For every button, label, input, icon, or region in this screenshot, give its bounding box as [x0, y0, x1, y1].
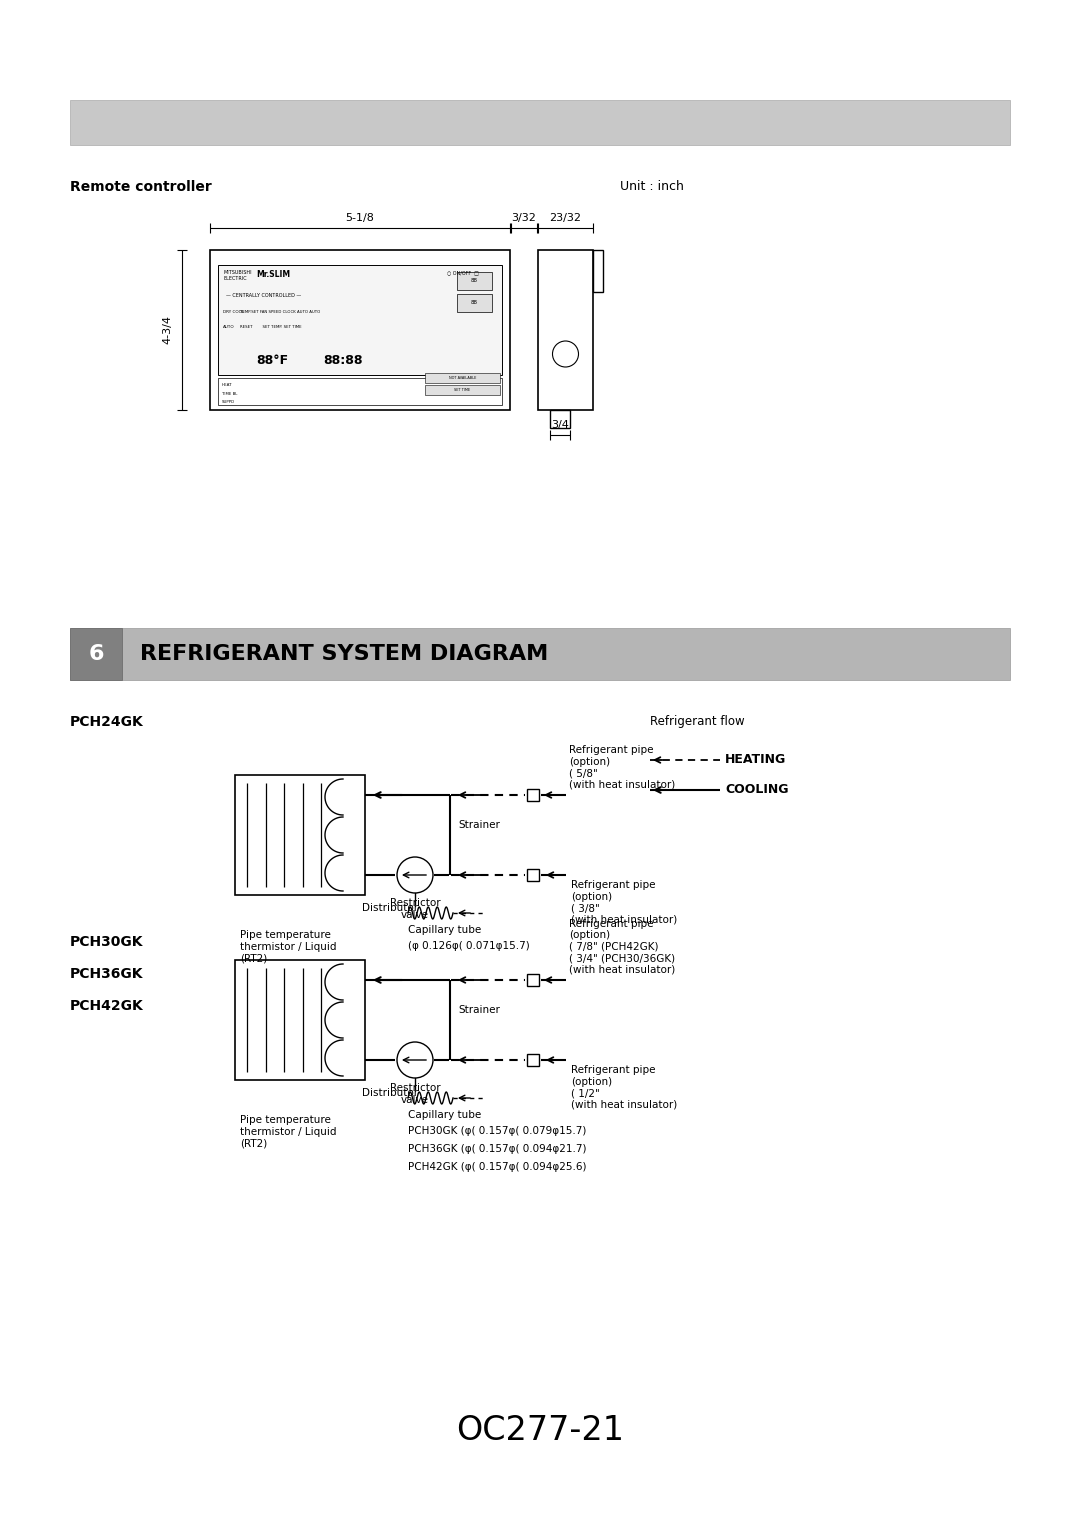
Text: AUTO: AUTO — [222, 325, 234, 329]
Text: Strainer: Strainer — [458, 1004, 500, 1015]
Text: TEMP.SET FAN SPEED CLOCK AUTO AUTO: TEMP.SET FAN SPEED CLOCK AUTO AUTO — [240, 309, 321, 314]
Text: Pipe temperature
thermistor / Liquid
(RT2): Pipe temperature thermistor / Liquid (RT… — [240, 1115, 337, 1148]
Circle shape — [397, 1043, 433, 1078]
Text: 88°F: 88°F — [256, 354, 288, 367]
Text: Capillary tube: Capillary tube — [408, 1110, 482, 1121]
Text: MITSUBISHI
ELECTRIC: MITSUBISHI ELECTRIC — [222, 269, 252, 280]
Text: SET TIME: SET TIME — [455, 387, 471, 392]
Bar — [70, 100, 1010, 145]
Bar — [70, 628, 1010, 680]
Circle shape — [553, 341, 579, 367]
Text: 5-1/8: 5-1/8 — [346, 213, 375, 224]
Text: COOLING: COOLING — [725, 784, 788, 796]
Text: PCH42GK (φ( 0.157φ( 0.094φ25.6): PCH42GK (φ( 0.157φ( 0.094φ25.6) — [408, 1162, 586, 1173]
Bar — [218, 378, 502, 406]
Text: Pipe temperature
thermistor / Liquid
(RT2): Pipe temperature thermistor / Liquid (RT… — [240, 929, 337, 963]
Bar — [210, 250, 510, 410]
Bar — [235, 960, 365, 1079]
Text: REFRIGERANT SYSTEM DIAGRAM: REFRIGERANT SYSTEM DIAGRAM — [140, 645, 549, 664]
Text: 88: 88 — [471, 279, 478, 283]
Text: (φ 0.126φ( 0.071φ15.7): (φ 0.126φ( 0.071φ15.7) — [408, 942, 530, 951]
Bar — [527, 788, 539, 801]
Text: Unit : inch: Unit : inch — [620, 181, 684, 193]
Text: PCH36GK: PCH36GK — [70, 968, 144, 981]
Text: 4-3/4: 4-3/4 — [162, 315, 172, 344]
Text: 3/4: 3/4 — [551, 419, 569, 430]
Text: — CENTRALLY CONTROLLED —: — CENTRALLY CONTROLLED — — [226, 292, 301, 299]
Bar — [550, 410, 570, 429]
Text: Restrictor
valve: Restrictor valve — [390, 1082, 441, 1104]
Text: Strainer: Strainer — [458, 821, 500, 830]
Text: 88: 88 — [471, 300, 478, 306]
Text: Mr.SLIM: Mr.SLIM — [256, 269, 291, 279]
Text: PCH30GK: PCH30GK — [70, 935, 144, 949]
Text: Refrigerant pipe
(option)
( 3/8"
(with heat insulator): Refrigerant pipe (option) ( 3/8" (with h… — [571, 880, 677, 925]
Bar — [527, 1053, 539, 1066]
Text: DRY COOL: DRY COOL — [222, 309, 244, 314]
Bar — [527, 870, 539, 880]
Bar — [218, 265, 502, 375]
Text: SUPPD: SUPPD — [222, 400, 235, 404]
Bar — [457, 294, 492, 312]
Text: 3/32: 3/32 — [512, 213, 537, 224]
Text: PCH30GK (φ( 0.157φ( 0.079φ15.7): PCH30GK (φ( 0.157φ( 0.079φ15.7) — [408, 1125, 586, 1136]
Bar — [457, 273, 492, 289]
Text: NOT AVAILABLE: NOT AVAILABLE — [449, 377, 476, 380]
Text: PCH42GK: PCH42GK — [70, 1000, 144, 1014]
Text: Distributor: Distributor — [362, 903, 418, 912]
Text: HEAT: HEAT — [222, 383, 232, 387]
Text: TIME BL: TIME BL — [222, 392, 238, 397]
Text: OC277-21: OC277-21 — [456, 1415, 624, 1447]
Text: Refrigerant pipe
(option)
( 7/8" (PCH42GK)
( 3/4" (PCH30/36GK)
(with heat insula: Refrigerant pipe (option) ( 7/8" (PCH42G… — [569, 919, 675, 975]
Text: HEATING: HEATING — [725, 753, 786, 767]
Text: Capillary tube: Capillary tube — [408, 925, 482, 935]
Text: Refrigerant flow: Refrigerant flow — [650, 715, 744, 729]
Text: Distributor: Distributor — [362, 1089, 418, 1098]
Bar — [593, 250, 603, 292]
Text: RESET        SET TEMP. SET TIME: RESET SET TEMP. SET TIME — [240, 325, 301, 329]
Bar — [426, 374, 500, 383]
Bar — [527, 974, 539, 986]
Bar — [538, 250, 593, 410]
Text: 6: 6 — [89, 645, 104, 664]
Text: 88:88: 88:88 — [323, 354, 363, 367]
Text: ○ ON/OFF  □: ○ ON/OFF □ — [447, 269, 478, 276]
Text: Refrigerant pipe
(option)
( 5/8"
(with heat insulator): Refrigerant pipe (option) ( 5/8" (with h… — [569, 746, 675, 790]
Circle shape — [397, 857, 433, 893]
Text: PCH24GK: PCH24GK — [70, 715, 144, 729]
Text: Remote controller: Remote controller — [70, 181, 212, 194]
Text: Restrictor
valve: Restrictor valve — [390, 899, 441, 920]
Text: PCH36GK (φ( 0.157φ( 0.094φ21.7): PCH36GK (φ( 0.157φ( 0.094φ21.7) — [408, 1144, 586, 1154]
Bar — [70, 628, 122, 680]
Text: Refrigerant pipe
(option)
( 1/2"
(with heat insulator): Refrigerant pipe (option) ( 1/2" (with h… — [571, 1066, 677, 1110]
Bar — [426, 384, 500, 395]
Text: 23/32: 23/32 — [550, 213, 581, 224]
Bar — [235, 775, 365, 896]
